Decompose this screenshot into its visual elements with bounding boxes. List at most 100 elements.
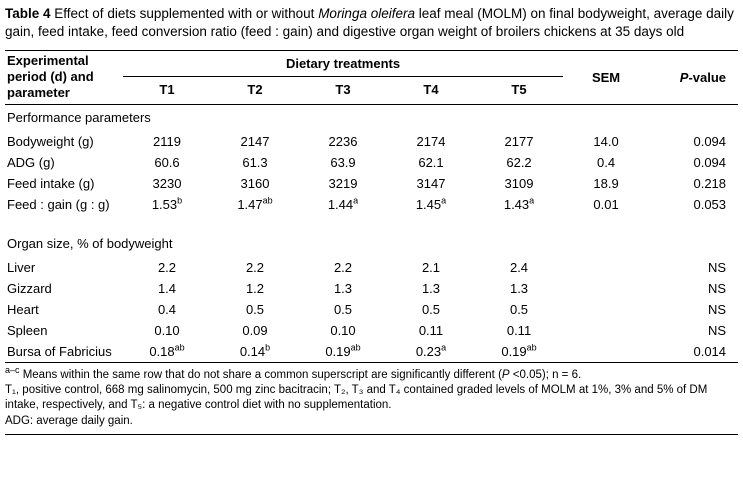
section-title: Performance parameters: [7, 109, 151, 125]
significance-superscript: ab: [526, 342, 537, 353]
pvalue-cell: NS: [707, 280, 727, 296]
header-t4: T4: [423, 81, 439, 97]
table-caption-label: Table 4: [5, 6, 51, 21]
treatment-value-cell: 0.23a: [415, 342, 447, 359]
treatment-value-cell: 0.11: [506, 322, 532, 338]
treatment-value-cell: 2.1: [421, 259, 441, 275]
treatment-value-cell: 0.10: [154, 322, 180, 338]
treatment-value-cell: 3160: [240, 175, 270, 191]
table-body: Performance parameters Bodyweight (g) 2119…: [5, 104, 739, 363]
significance-superscript: ab: [174, 342, 185, 353]
row-label: Spleen: [7, 322, 48, 338]
pvalue-cell: NS: [707, 301, 727, 317]
header-t1: T1: [159, 81, 175, 97]
treatment-value-cell: 3230: [152, 175, 182, 191]
treatment-value-cell: 1.3: [333, 280, 353, 296]
pvalue-cell: NS: [707, 322, 727, 338]
significance-superscript: a: [441, 195, 447, 206]
treatment-value-cell: 0.19ab: [325, 342, 361, 359]
table-row: Bodyweight (g) 2119 2147 2236 2174 2177 14.0 0.…: [5, 131, 738, 152]
significance-superscript: a: [529, 195, 535, 206]
treatment-value-cell: 0.18ab: [149, 342, 185, 359]
treatment-value-cell: 2119: [153, 133, 181, 149]
table-row: Feed : gain (g : g) 1.53b 1.47ab 1.44a 1.45a…: [5, 194, 738, 215]
treatment-value-cell: 0.5: [509, 301, 529, 317]
row-label: Heart: [7, 301, 39, 317]
sem-cell: 0.4: [596, 154, 616, 170]
treatment-value-cell: 2147: [240, 133, 270, 149]
sem-cell: 0.01: [593, 196, 619, 212]
header-pvalue: P-value: [649, 50, 738, 104]
pvalue-cell: NS: [707, 259, 727, 275]
table-row: Liver 2.2 2.2 2.2 2.1 2.4 NS: [5, 257, 738, 278]
treatment-value-cell: 2236: [328, 133, 358, 149]
header-sem: SEM: [591, 69, 621, 85]
pvalue-cell: 0.218: [693, 175, 727, 191]
header-row-1: Experimental period (d) and parameter Di…: [5, 50, 738, 100]
header-t3: T3: [335, 81, 351, 97]
sem-cell: [563, 299, 649, 320]
section-title-row: Performance parameters: [5, 104, 738, 131]
treatment-value-cell: 1.43a: [503, 195, 535, 212]
footnote-superscripts: a–c Means within the same row that do no…: [5, 364, 738, 383]
section-title-row: Organ size, % of bodyweight: [5, 231, 738, 257]
treatment-value-cell: 3109: [504, 175, 534, 191]
footnote-sup-range: a–c: [5, 364, 20, 375]
significance-superscript: ab: [350, 342, 361, 353]
header-row-2: T1 T2 T3 T4 T5: [5, 76, 738, 104]
treatment-value-cell: 0.09: [242, 322, 268, 338]
treatment-value-cell: 0.19ab: [501, 342, 537, 359]
treatment-value-cell: 2.2: [245, 259, 265, 275]
treatment-value-cell: 2.4: [509, 259, 529, 275]
row-label: Feed : gain (g : g): [7, 196, 110, 212]
pvalue-cell: 0.053: [693, 196, 727, 212]
treatment-value-cell: 3219: [328, 175, 358, 191]
section-title: Organ size, % of bodyweight: [7, 235, 173, 251]
treatment-value-cell: 0.11: [418, 322, 444, 338]
treatment-value-cell: 2.2: [157, 259, 177, 275]
row-label: Bodyweight (g): [7, 133, 94, 149]
significance-superscript: a: [441, 342, 447, 353]
footnote-1-p-italic: P: [501, 368, 510, 381]
significance-superscript: b: [265, 342, 271, 353]
table-row: ADG (g) 60.6 61.3 63.9 62.1 62.2 0.4 0.094: [5, 152, 738, 173]
header-t5: T5: [511, 81, 527, 97]
sem-cell: [563, 320, 649, 341]
header-pvalue-rest: -value: [688, 69, 727, 85]
treatment-value-cell: 2174: [416, 133, 446, 149]
treatment-value-cell: 60.6: [154, 154, 180, 170]
footnotes: a–c Means within the same row that do no…: [5, 364, 738, 436]
spacer-cell: [5, 215, 738, 231]
treatment-value-cell: 62.1: [418, 154, 444, 170]
footnote-1-text-1: Means within the same row that do not sh…: [19, 368, 502, 381]
sem-cell: [563, 341, 649, 363]
table-caption: Table 4 Effect of diets supplemented wit…: [5, 5, 738, 41]
treatment-value-cell: 1.47ab: [237, 195, 273, 212]
header-t2: T2: [247, 81, 263, 97]
pvalue-cell: 0.094: [693, 154, 727, 170]
treatment-value-cell: 1.45a: [415, 195, 447, 212]
treatment-value-cell: 61.3: [242, 154, 268, 170]
treatment-value-cell: 0.5: [245, 301, 265, 317]
row-label: Bursa of Fabricius: [7, 343, 112, 359]
treatment-value-cell: 0.14b: [239, 342, 271, 359]
treatment-value-cell: 1.3: [509, 280, 529, 296]
table-row: Spleen 0.10 0.09 0.10 0.11 0.11 NS: [5, 320, 738, 341]
sem-cell: [563, 278, 649, 299]
footnote-1-text-2: <0.05); n = 6.: [509, 368, 582, 381]
results-table: Experimental period (d) and parameter Di…: [5, 49, 739, 363]
footnote-treatments: T₁, positive control, 668 mg salinomycin…: [5, 384, 708, 412]
paper-table-page: Table 4 Effect of diets supplemented wit…: [5, 5, 739, 436]
sem-cell: [563, 257, 649, 278]
treatment-value-cell: 1.44a: [327, 195, 359, 212]
treatment-value-cell: 1.3: [421, 280, 441, 296]
treatment-value-cell: 1.2: [245, 280, 265, 296]
row-label: Feed intake (g): [7, 175, 95, 191]
pvalue-cell: 0.094: [693, 133, 727, 149]
treatment-value-cell: 62.2: [506, 154, 532, 170]
significance-superscript: b: [177, 195, 183, 206]
table-row: Heart 0.4 0.5 0.5 0.5 0.5 NS: [5, 299, 738, 320]
treatment-value-cell: 1.4: [157, 280, 177, 296]
footnote-adg: ADG: average daily gain.: [5, 414, 133, 427]
significance-superscript: a: [353, 195, 359, 206]
